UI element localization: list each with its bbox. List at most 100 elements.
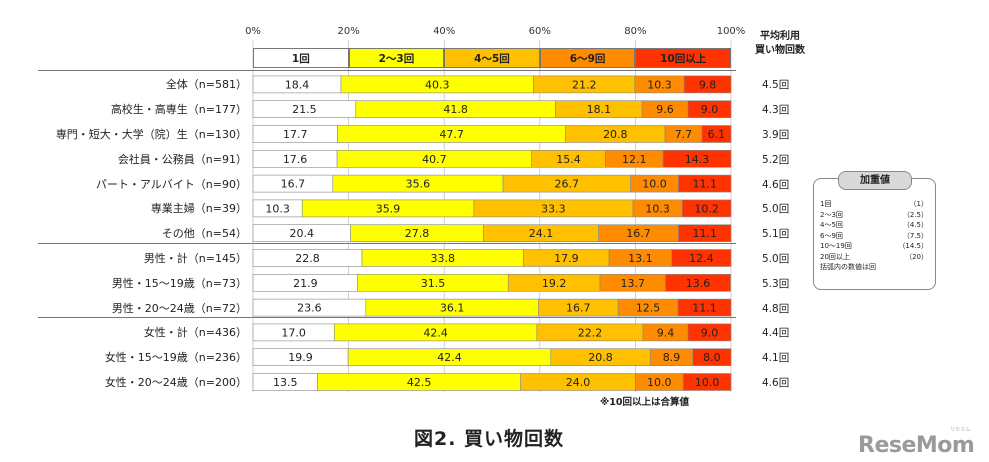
bar-segment <box>681 199 732 218</box>
bar-value-label: 17.6 <box>283 153 308 166</box>
avg-value: 5.2回 <box>762 153 790 166</box>
bar-segment <box>678 224 732 242</box>
weights-row-label: 10～19回 <box>820 242 852 250</box>
weights-row: 20回以上 （20） <box>820 252 932 262</box>
avg-title-line-2: 買い物回数 <box>755 45 805 56</box>
bar-value-label: 16.7 <box>281 178 306 191</box>
row-label: 女性・15～19歳（n=236） <box>104 351 247 365</box>
avg-title: 平均利用 買い物回数 <box>745 30 815 58</box>
bar-value-label: 7.7 <box>675 128 693 141</box>
bar-segment <box>701 125 732 143</box>
weights-row-value: （14.5） <box>898 242 928 250</box>
bar-value-label: 42.4 <box>437 351 462 364</box>
bar-value-label: 8.0 <box>703 351 721 364</box>
figure-title: 図2. 買い物回数 <box>414 428 565 450</box>
bar-value-label: 10.2 <box>694 202 719 215</box>
avg-value: 4.1回 <box>762 352 790 365</box>
row-label: 女性・計（n=436） <box>143 326 247 340</box>
weights-row-label: 4～5回 <box>820 221 843 229</box>
bar-value-label: 18.1 <box>587 103 612 116</box>
weights-row: 1回 （1） <box>820 199 932 209</box>
bar-value-label: 17.7 <box>283 128 308 141</box>
weights-row-value: （2.5） <box>902 210 928 219</box>
bar-segment <box>677 298 732 317</box>
bar-value-label: 33.8 <box>431 252 456 265</box>
bar-value-label: 11.1 <box>692 302 717 315</box>
bar-segment <box>687 100 732 118</box>
weights-row-label: 20回以上 <box>820 252 850 261</box>
bar-value-label: 35.9 <box>376 202 401 215</box>
weights-row-value: （20） <box>905 252 928 261</box>
bar-value-label: 22.8 <box>295 252 320 265</box>
bar-value-label: 10.0 <box>695 376 720 389</box>
legend-item: 6～9回 <box>539 48 636 68</box>
row-label: 高校生・高専生（n=177） <box>110 103 247 117</box>
row-label: その他（n=54） <box>161 227 247 241</box>
bar-value-label: 9.0 <box>701 103 719 116</box>
bar-value-label: 18.4 <box>285 78 310 91</box>
bar-segment <box>682 373 732 391</box>
bar-value-label: 21.2 <box>572 78 597 91</box>
bar-value-label: 10.0 <box>647 376 672 389</box>
avg-value: 5.1回 <box>762 228 790 241</box>
bar-value-label: 13.1 <box>628 252 653 265</box>
bar-value-label: 16.7 <box>626 227 651 240</box>
bar-value-label: 9.8 <box>699 78 717 91</box>
legend-item: 4～5回 <box>444 48 540 68</box>
group-separator <box>38 70 736 71</box>
bar-value-label: 42.5 <box>407 376 432 389</box>
note: ※10回以上は合算値 <box>600 397 689 408</box>
avg-value: 4.8回 <box>762 302 790 315</box>
weights-row-value: （4.5） <box>902 221 928 229</box>
bar-value-label: 31.5 <box>421 277 446 290</box>
bar-segment <box>683 75 732 94</box>
bar-value-label: 21.9 <box>293 277 318 290</box>
bar-value-label: 9.4 <box>657 326 675 339</box>
row-label: 男性・20～24歳（n=72） <box>111 301 247 315</box>
bar-value-label: 13.7 <box>621 277 646 290</box>
bar-value-label: 41.8 <box>443 103 468 116</box>
bar-value-label: 33.3 <box>541 202 566 215</box>
row-label: 会社員・公務員（n=91） <box>117 152 247 166</box>
weights-row-value: （1） <box>909 200 928 208</box>
bar-value-label: 10.3 <box>645 202 670 215</box>
avg-value: 4.6回 <box>762 178 790 191</box>
bar-value-label: 12.5 <box>636 302 661 315</box>
bar-value-label: 40.7 <box>422 153 447 166</box>
bar-segment <box>665 273 731 292</box>
avg-value: 4.3回 <box>762 104 790 117</box>
weights-row-value: （7.5） <box>902 231 928 240</box>
logo: リセマム ReseMom <box>858 426 975 458</box>
bar-value-label: 11.1 <box>692 178 717 191</box>
weights-footnote: 括弧内の数値は回 <box>820 263 876 271</box>
row-label: 女性・20～24歳（n=200） <box>104 376 247 389</box>
weights-title: 加重値 <box>838 171 912 190</box>
bar-value-label: 15.4 <box>556 153 581 166</box>
bar-value-label: 26.7 <box>555 178 580 191</box>
bar-value-label: 6.1 <box>708 128 726 141</box>
bar-segment <box>692 348 732 367</box>
avg-value: 5.0回 <box>762 253 790 265</box>
x-tick-label: 40% <box>433 26 456 37</box>
bar-value-label: 14.3 <box>685 153 710 166</box>
bar-segment <box>687 323 732 342</box>
x-tick-label: 80% <box>624 26 647 37</box>
weights-box: 加重値 1回 （1） 2～3回 （2.5） 4～5回 （4.5） 6～9回 （7.5） 10～1… <box>813 171 936 290</box>
bar-value-label: 9.0 <box>701 326 719 339</box>
bar-value-label: 21.5 <box>292 103 317 116</box>
bar-value-label: 13.5 <box>273 376 298 389</box>
legend-item: 1回 <box>253 48 349 68</box>
bar-value-label: 20.4 <box>290 227 315 240</box>
legend-item: 2～3回 <box>348 48 445 68</box>
bar-value-label: 23.6 <box>297 302 322 315</box>
row-label: 全体（n=581） <box>165 78 247 92</box>
bar-segment <box>678 174 732 193</box>
bar-value-label: 20.8 <box>603 128 628 141</box>
bar-value-label: 9.6 <box>656 103 674 116</box>
row-label: 専業主婦（n=39） <box>150 202 247 216</box>
avg-value: 4.5回 <box>762 79 790 92</box>
avg-value: 3.9回 <box>762 129 790 141</box>
avg-value: 4.4回 <box>762 327 790 340</box>
x-tick-label: 0% <box>245 26 261 37</box>
group-separator <box>38 317 736 318</box>
